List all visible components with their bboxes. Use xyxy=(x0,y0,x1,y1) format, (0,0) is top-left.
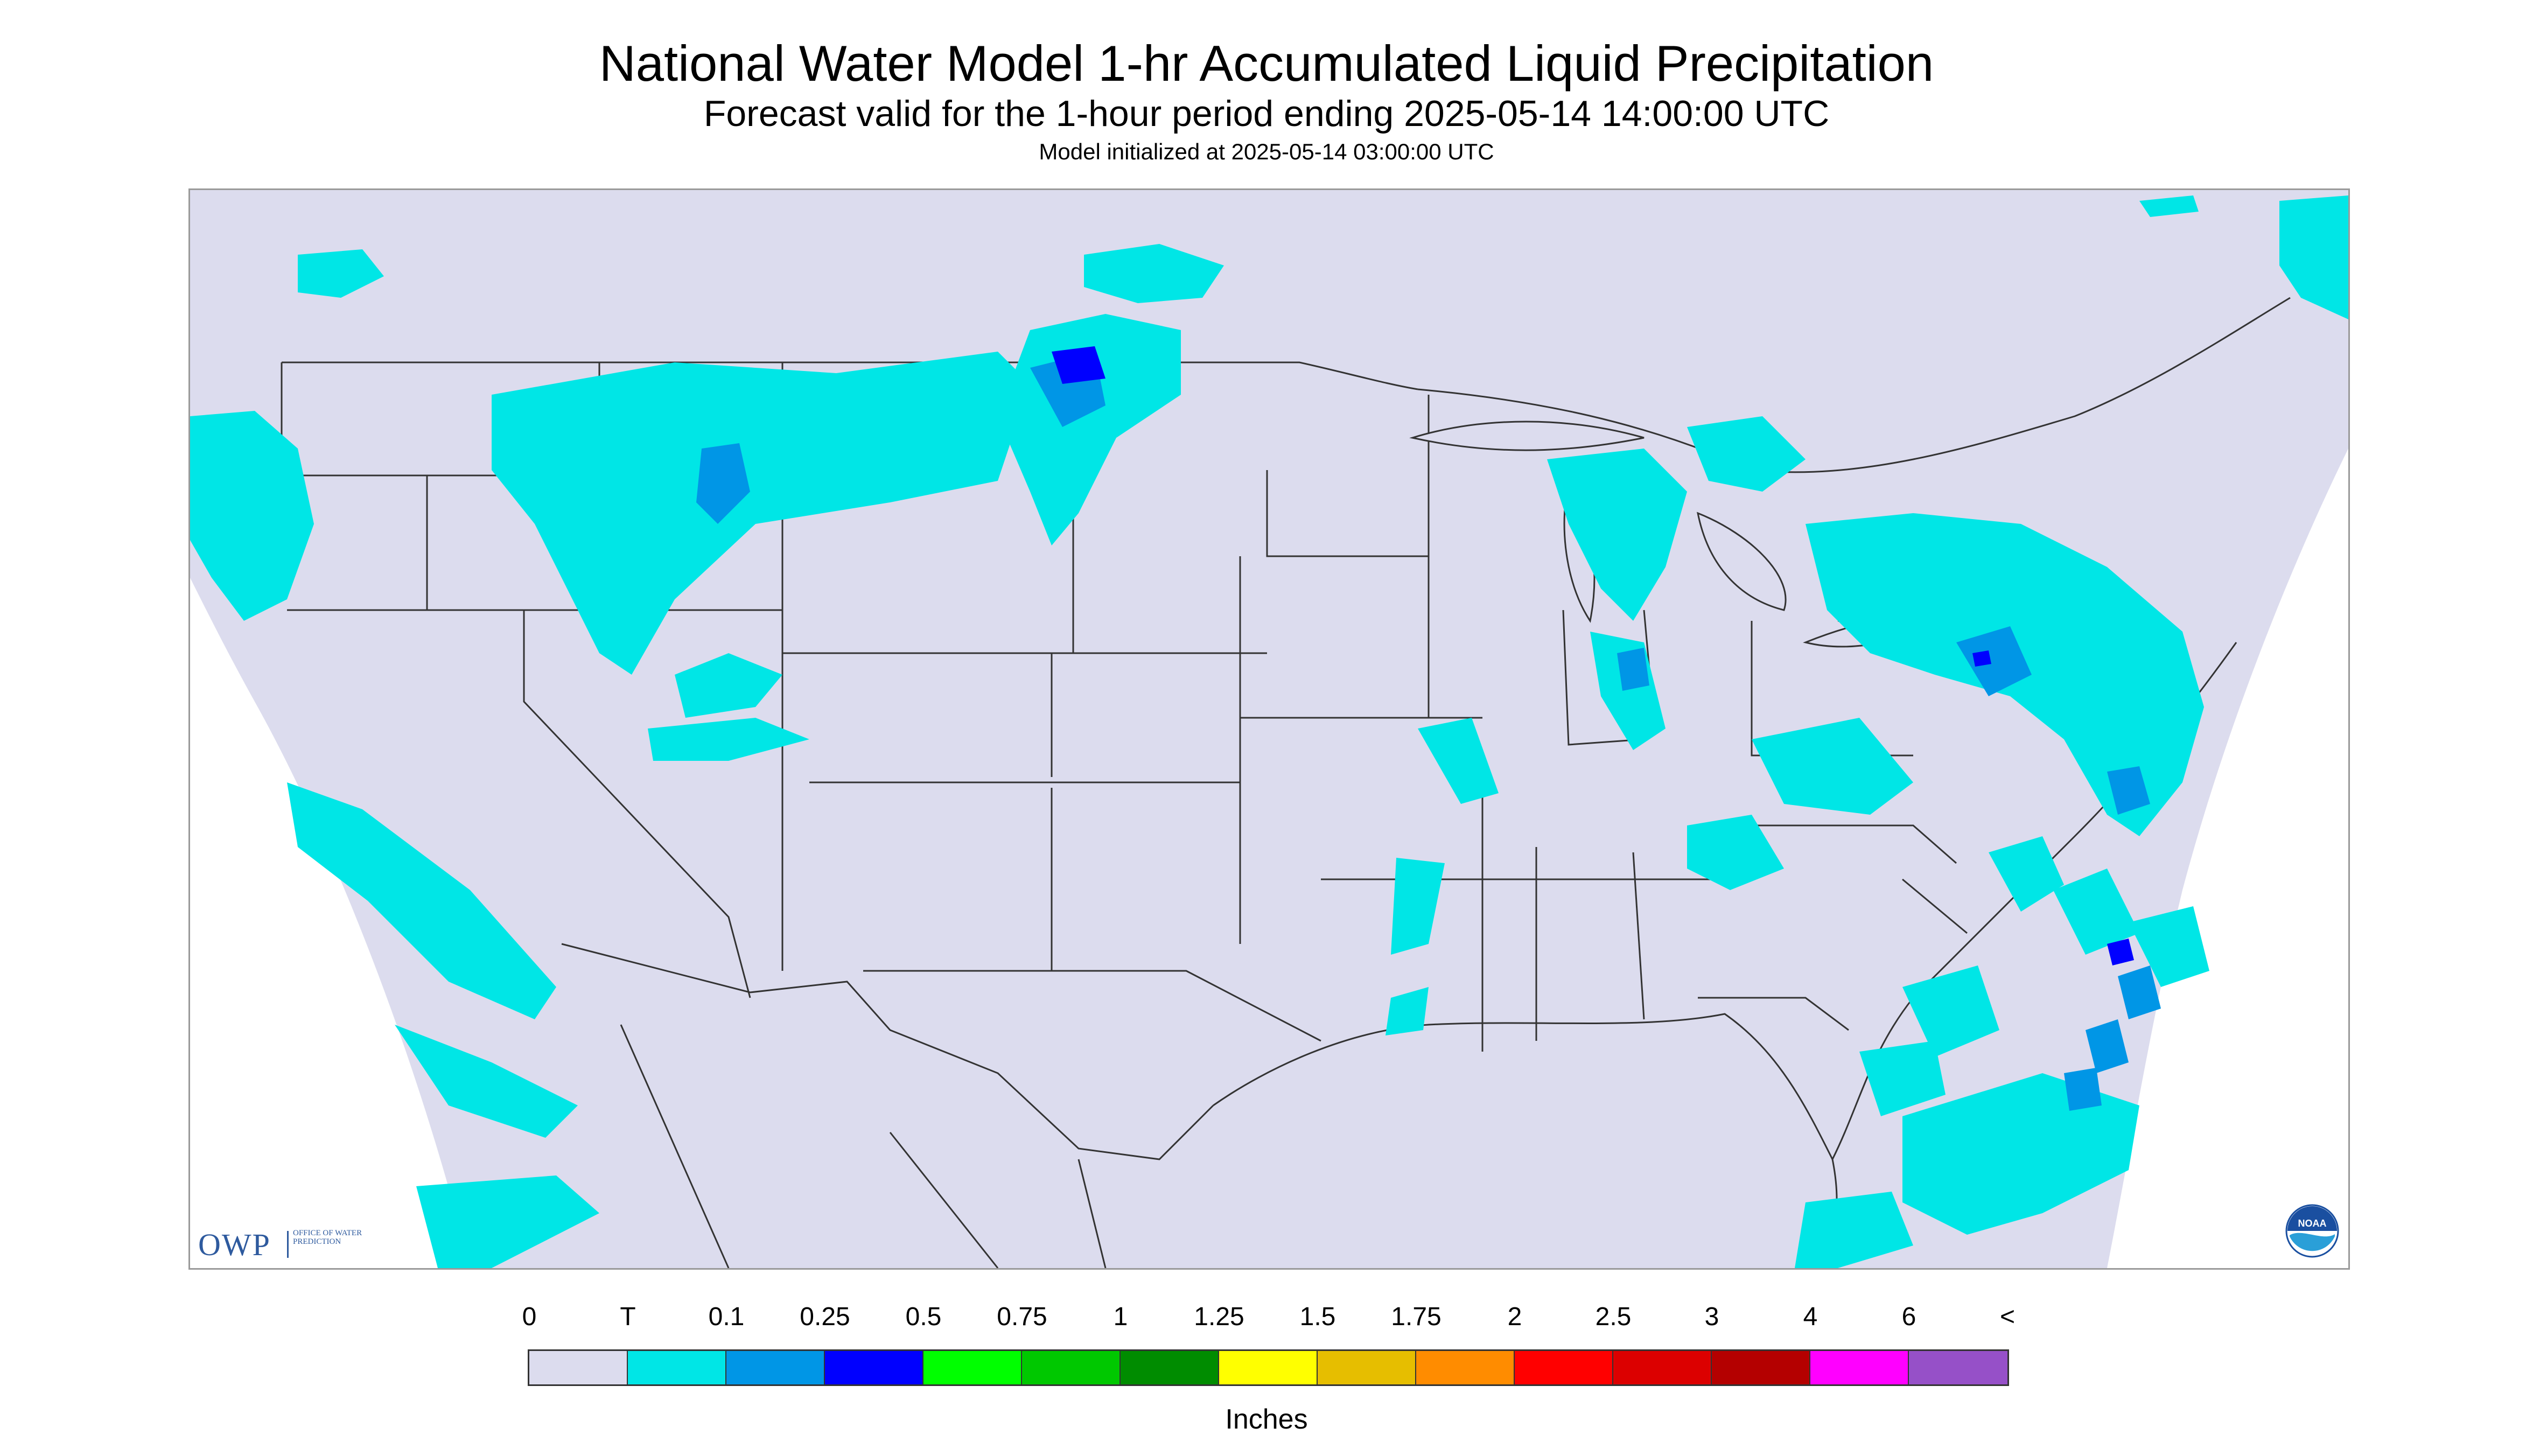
legend-swatch xyxy=(529,1351,628,1384)
legend-tick-label: 0 xyxy=(522,1303,537,1331)
legend-tick-label: 0.5 xyxy=(905,1303,942,1331)
noaa-logo: NOAA xyxy=(2285,1204,2339,1258)
legend-swatch xyxy=(1022,1351,1121,1384)
legend-swatch xyxy=(1515,1351,1613,1384)
precip-moderate-areas xyxy=(1052,346,2134,965)
legend-tick-label: 2.5 xyxy=(1595,1303,1632,1331)
legend-color-bar xyxy=(528,1349,2009,1386)
owp-logo-divider xyxy=(287,1231,289,1258)
legend-swatch xyxy=(1909,1351,2007,1384)
legend-tick-label: 1.25 xyxy=(1194,1303,1244,1331)
legend-tick-label: 1.5 xyxy=(1299,1303,1336,1331)
legend-swatch xyxy=(1810,1351,1909,1384)
precip-light-areas xyxy=(696,352,2161,1111)
legend-units: Inches xyxy=(1225,1404,1308,1435)
legend-swatch xyxy=(1318,1351,1416,1384)
legend-tick-label: 6 xyxy=(1901,1303,1916,1331)
legend-tick-label: 0.1 xyxy=(708,1303,745,1331)
legend-swatch xyxy=(726,1351,825,1384)
legend-swatch xyxy=(923,1351,1022,1384)
map-subtitle: Forecast valid for the 1-hour period end… xyxy=(703,93,1830,134)
legend-tick-label: 0.25 xyxy=(800,1303,850,1331)
precipitation-map xyxy=(188,188,2350,1270)
noaa-logo-text: NOAA xyxy=(2298,1218,2327,1229)
legend-tick-label: 2 xyxy=(1507,1303,1522,1331)
legend-tick-label: 0.75 xyxy=(997,1303,1047,1331)
legend-swatch xyxy=(628,1351,726,1384)
legend-swatch xyxy=(1219,1351,1318,1384)
legend-tick-label: 4 xyxy=(1803,1303,1818,1331)
legend-swatch xyxy=(1121,1351,1219,1384)
legend-swatch xyxy=(825,1351,923,1384)
owp-logo: OWP OFFICE OF WATER PREDICTION xyxy=(198,1227,376,1262)
legend-tick-label: 3 xyxy=(1704,1303,1719,1331)
map-title: National Water Model 1-hr Accumulated Li… xyxy=(599,35,1934,92)
legend-tick-label: 1.75 xyxy=(1391,1303,1442,1331)
map-canvas xyxy=(190,190,2348,1268)
owp-logo-subtext: OFFICE OF WATER PREDICTION xyxy=(293,1229,362,1246)
model-init-line: Model initialized at 2025-05-14 03:00:00… xyxy=(1039,139,1494,164)
legend-swatch xyxy=(1712,1351,1810,1384)
legend-swatch xyxy=(1416,1351,1515,1384)
owp-logo-text: OWP xyxy=(198,1227,271,1262)
legend-tick-label: T xyxy=(620,1303,636,1331)
legend-tick-label: < xyxy=(1999,1303,2016,1331)
legend-labels: 0 T 0.1 0.25 0.5 0.75 1 1.25 1.5 1.75 2 2.5 3 4 6 < xyxy=(0,1302,2533,1334)
legend-tick-label: 1 xyxy=(1113,1303,1128,1331)
legend-swatch xyxy=(1613,1351,1712,1384)
